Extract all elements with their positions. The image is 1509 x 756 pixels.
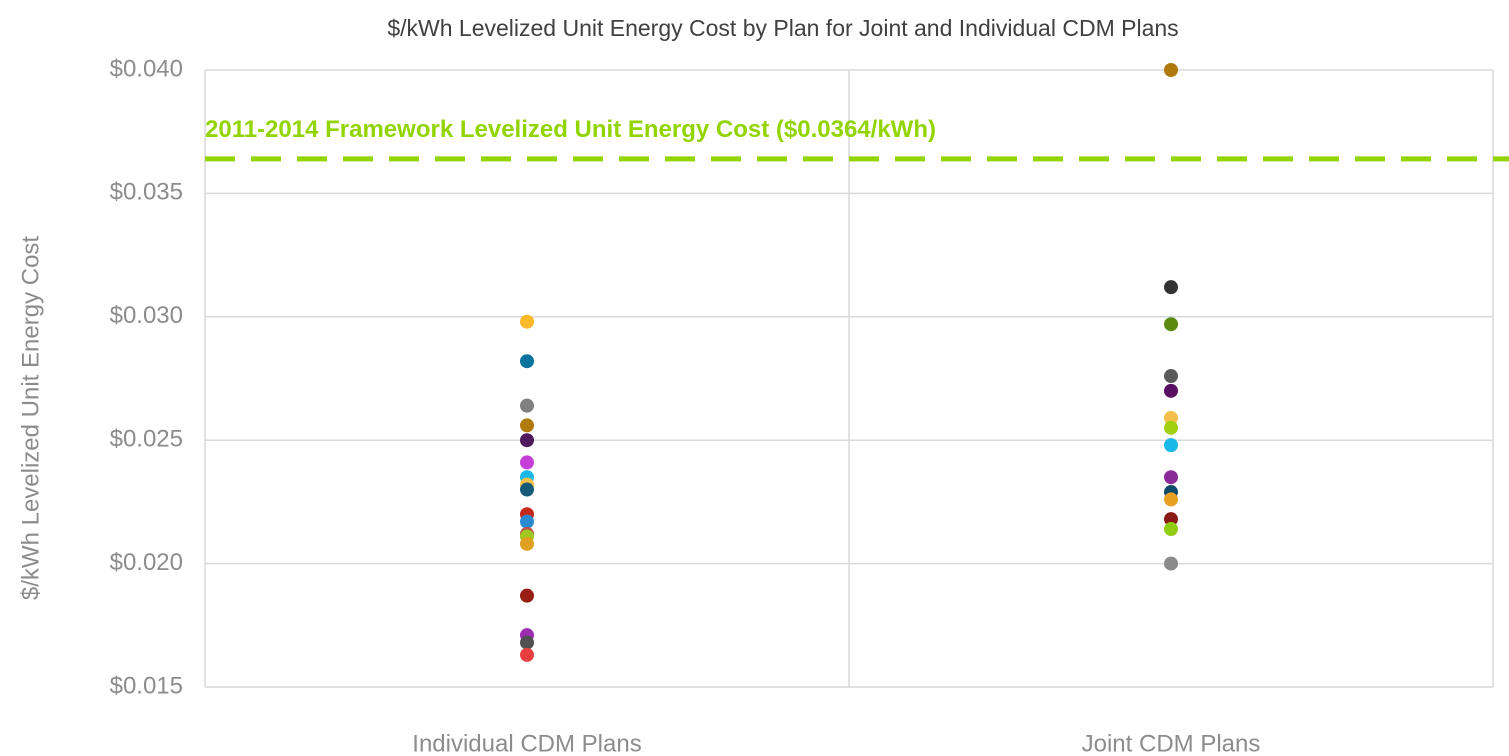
y-tick-label: $0.015 bbox=[110, 672, 183, 699]
y-tick-label: $0.025 bbox=[110, 426, 183, 453]
data-point bbox=[1164, 63, 1178, 77]
data-point bbox=[1164, 470, 1178, 485]
x-tick-label: Joint CDM Plans bbox=[1082, 730, 1261, 756]
data-point bbox=[1164, 492, 1178, 507]
data-point bbox=[1164, 280, 1178, 295]
data-point bbox=[520, 635, 534, 650]
data-point bbox=[1164, 512, 1178, 527]
data-point bbox=[1164, 420, 1178, 435]
data-point bbox=[520, 647, 534, 662]
data-point bbox=[520, 482, 534, 497]
chart-title: $/kWh Levelized Unit Energy Cost by Plan… bbox=[387, 15, 1178, 41]
y-tick-label: $0.030 bbox=[110, 302, 183, 329]
y-tick-label: $0.035 bbox=[110, 179, 183, 206]
data-point bbox=[520, 455, 534, 470]
data-point bbox=[1164, 438, 1178, 453]
y-axis-label: $/kWh Levelized Unit Energy Cost bbox=[17, 236, 44, 600]
data-point bbox=[520, 314, 534, 329]
data-point bbox=[1164, 522, 1178, 537]
data-point bbox=[520, 433, 534, 448]
data-point bbox=[520, 514, 534, 529]
data-point bbox=[1164, 369, 1178, 384]
data-point bbox=[520, 354, 534, 369]
y-tick-label: $0.020 bbox=[110, 549, 183, 576]
data-point bbox=[1164, 410, 1178, 425]
data-point bbox=[520, 418, 534, 433]
reference-label: 2011-2014 Framework Levelized Unit Energ… bbox=[205, 116, 936, 143]
y-tick-label: $0.040 bbox=[110, 55, 183, 82]
x-tick-label: Individual CDM Plans bbox=[412, 730, 641, 756]
data-point bbox=[520, 398, 534, 413]
data-point bbox=[520, 588, 534, 603]
data-point bbox=[520, 536, 534, 551]
data-point bbox=[1164, 556, 1178, 571]
data-point bbox=[1164, 383, 1178, 398]
data-point bbox=[1164, 317, 1178, 332]
